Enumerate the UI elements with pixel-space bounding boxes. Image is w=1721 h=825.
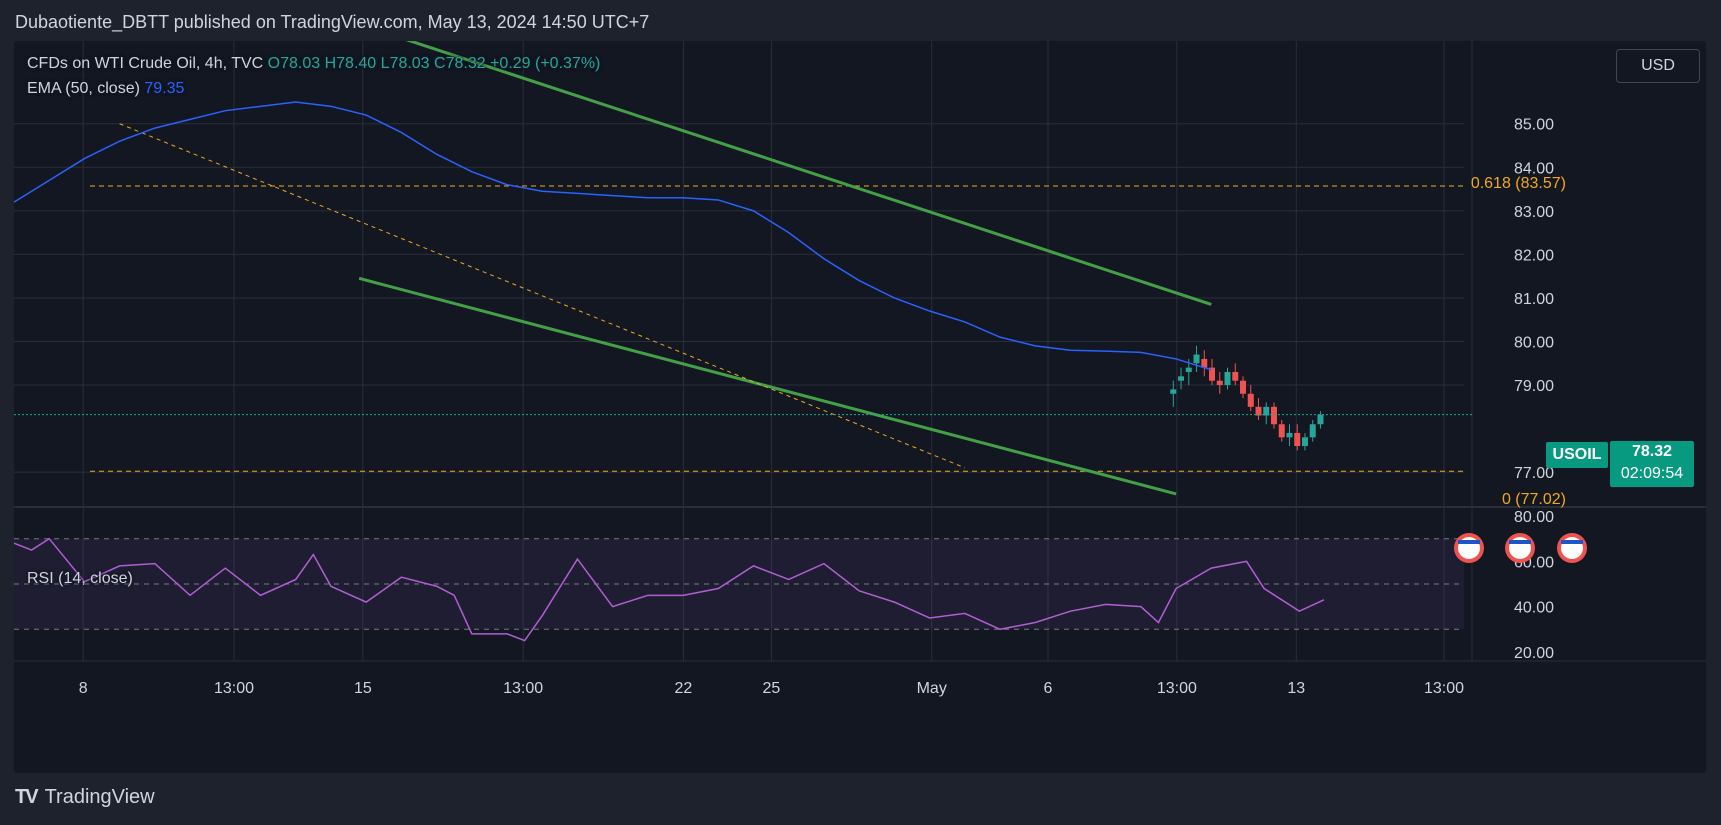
price-tick-label: 82.00 xyxy=(1514,247,1554,264)
legend-ema: EMA (50, close) 79.35 xyxy=(27,80,184,98)
price-tick-label: 81.00 xyxy=(1514,291,1554,308)
candle-body xyxy=(1185,367,1192,372)
candle-body xyxy=(1263,406,1270,416)
publication-header: Dubaotiente_DBTT published on TradingVie… xyxy=(15,12,650,32)
legend-main: CFDs on WTI Crude Oil, 4h, TVC O78.03 H7… xyxy=(27,55,600,73)
rsi-tick-label: 20.00 xyxy=(1514,645,1554,662)
candle-body xyxy=(1193,354,1200,364)
candle-body xyxy=(1309,424,1316,438)
rsi-pane xyxy=(14,537,1464,642)
legend-symbol: CFDs on WTI Crude Oil, 4h, TVC xyxy=(27,55,264,72)
candle-body xyxy=(1170,389,1177,394)
candle-body xyxy=(1247,393,1254,407)
candle-body xyxy=(1240,380,1247,394)
brand-name: TradingView xyxy=(44,786,155,808)
chart-grid xyxy=(14,41,1706,662)
legend-high: H78.40 xyxy=(324,55,377,72)
time-tick-label: 22 xyxy=(675,680,693,697)
time-tick-label: 25 xyxy=(763,680,781,697)
candle-body xyxy=(1286,432,1293,438)
fib-label-618: 0.618 (83.57) xyxy=(1470,175,1566,192)
us-flag-event-icon-canton xyxy=(1509,540,1531,544)
time-tick-label: 13:00 xyxy=(214,680,254,697)
bar-countdown: 02:09:54 xyxy=(1620,465,1684,482)
rsi-line xyxy=(14,537,1325,642)
legend-change: +0.29 (+0.37%) xyxy=(490,55,601,72)
candle-body xyxy=(1224,371,1231,386)
candle-body xyxy=(1294,432,1301,447)
legend-open: O78.03 xyxy=(267,55,321,72)
candle-body xyxy=(1301,437,1308,447)
ema-polyline xyxy=(14,101,1212,371)
candle-body xyxy=(1278,424,1285,438)
candle-body xyxy=(1201,358,1208,368)
price-tick-label: 77.00 xyxy=(1514,465,1554,482)
legend-low: L78.03 xyxy=(380,55,430,72)
channel-upper xyxy=(405,41,1212,306)
price-tick-label: 79.00 xyxy=(1514,378,1554,395)
time-tick-label: 13:00 xyxy=(1424,680,1464,697)
us-flag-event-icon-canton xyxy=(1458,540,1480,544)
event-icons xyxy=(1454,533,1587,563)
legend-close: C78.32 xyxy=(434,55,486,72)
chart-frame[interactable] xyxy=(14,41,1706,773)
ema-value: 79.35 xyxy=(144,80,185,97)
legend-rsi: RSI (14, close) xyxy=(27,570,133,587)
candle-body xyxy=(1255,406,1262,416)
price-tick-label: 85.00 xyxy=(1514,117,1554,134)
trend-channel xyxy=(119,41,1212,496)
tradingview-logo-icon: TV xyxy=(15,786,39,808)
price-tag: 78.32 02:09:54 xyxy=(1610,441,1694,487)
chart-svg[interactable]: 85.00 84.00 83.00 82.00 81.00 80.00 79.00 77.00… xyxy=(14,41,1706,773)
candle-body xyxy=(1317,414,1324,425)
price-tick-label: 83.00 xyxy=(1514,204,1554,221)
rsi-tick-label: 80.00 xyxy=(1514,509,1554,526)
time-tick-label: 13:00 xyxy=(1157,680,1197,697)
time-tick-label: 8 xyxy=(79,680,88,697)
candles xyxy=(1170,345,1324,451)
rsi-tick-label: 40.00 xyxy=(1514,600,1554,617)
candle-body xyxy=(1232,371,1239,381)
time-tick-label: 15 xyxy=(354,680,372,697)
currency-button[interactable]: USD xyxy=(1616,49,1700,83)
fib-levels xyxy=(90,185,1467,472)
time-tick-label: May xyxy=(917,680,947,697)
us-flag-event-icon-canton xyxy=(1561,540,1583,544)
last-price: 78.32 xyxy=(1631,443,1673,460)
symbol-tag: USOIL xyxy=(1546,442,1608,468)
time-tick-label: 6 xyxy=(1044,680,1053,697)
ema-line xyxy=(14,101,1472,416)
candle-body xyxy=(1216,380,1223,386)
channel-lower xyxy=(358,276,1177,496)
time-tick-label: 13 xyxy=(1287,680,1305,697)
brand[interactable]: TV TradingView xyxy=(15,786,155,809)
candle-body xyxy=(1270,406,1277,425)
price-tick-label: 80.00 xyxy=(1514,335,1554,352)
time-tick-label: 13:00 xyxy=(503,680,543,697)
candle-body xyxy=(1178,376,1185,381)
candle-body xyxy=(1209,367,1216,381)
channel-midline xyxy=(119,123,965,469)
ema-label: EMA (50, close) xyxy=(27,80,140,97)
chart-axes: 85.00 84.00 83.00 82.00 81.00 80.00 79.00 77.00… xyxy=(79,117,1554,697)
price-tick-label: 84.00 xyxy=(1514,160,1554,177)
fib-label-0: 0 (77.02) xyxy=(1501,491,1566,508)
